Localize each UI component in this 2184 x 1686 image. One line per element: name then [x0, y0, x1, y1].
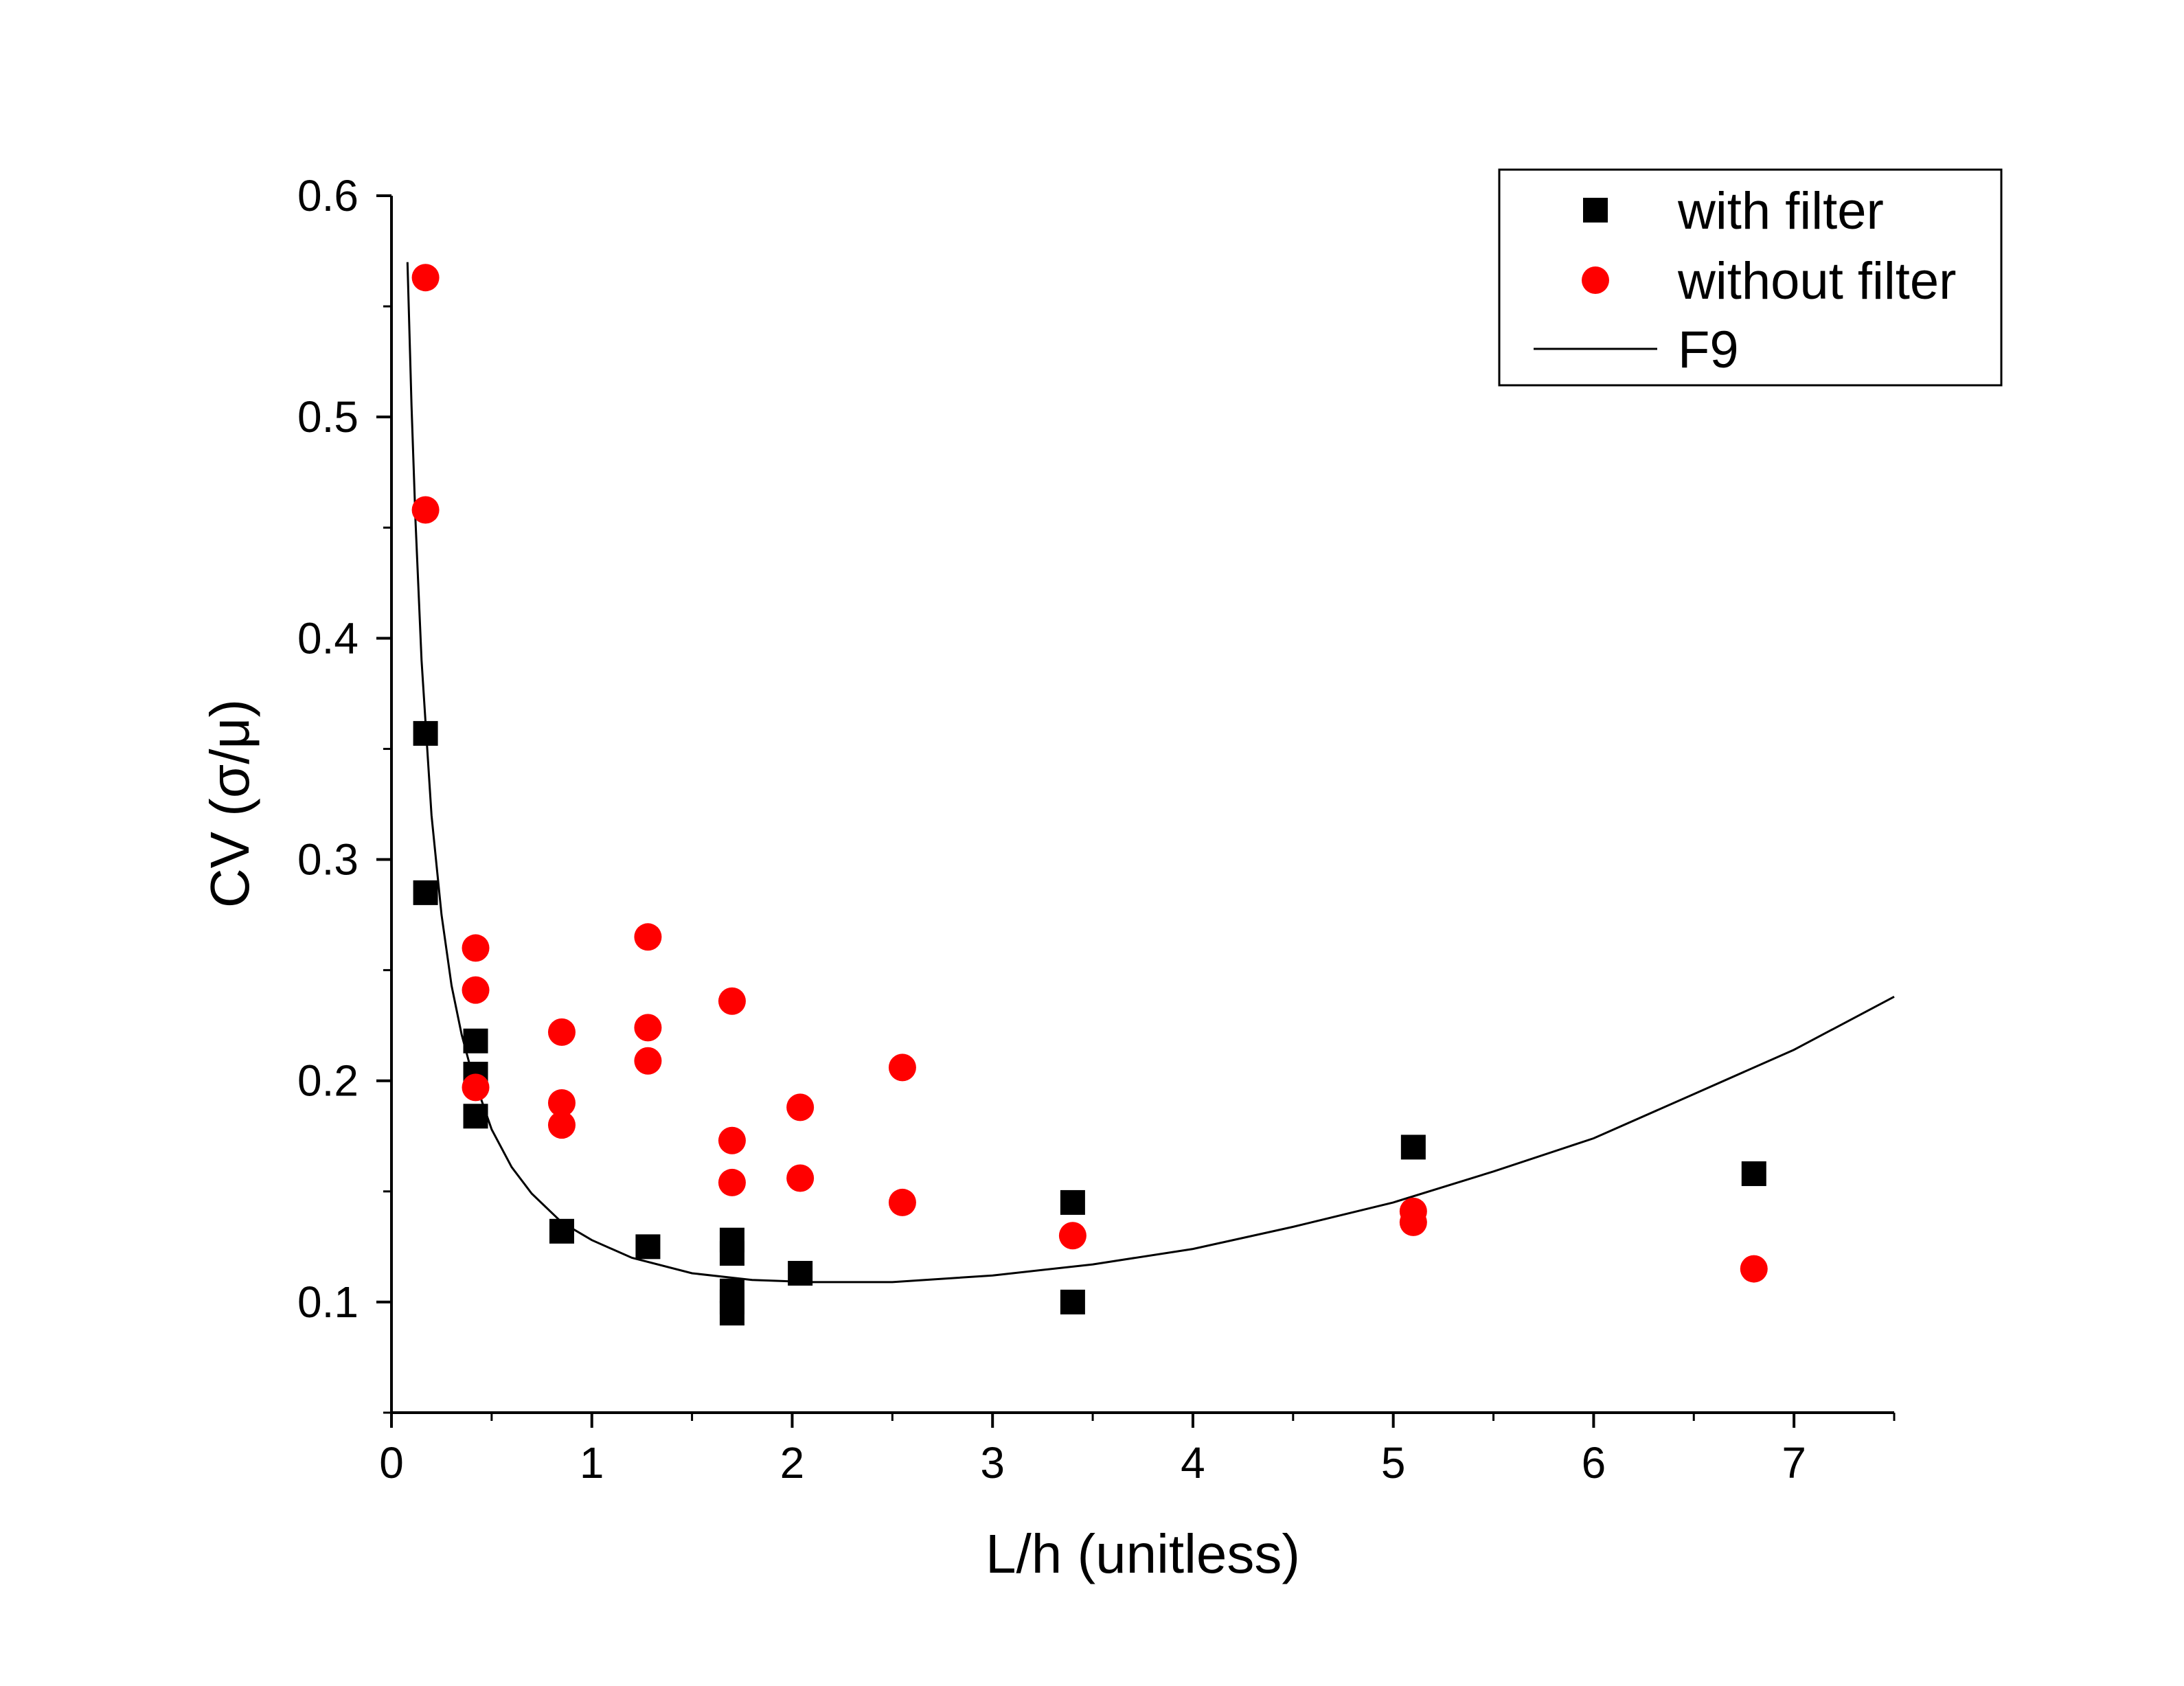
y-tick-label: 0.5: [297, 392, 359, 442]
data-point-without-filter: [634, 1014, 662, 1042]
x-tick-label: 5: [1381, 1438, 1406, 1488]
x-axis-title: L/h (unitless): [986, 1523, 1300, 1584]
data-point-with-filter: [1400, 1135, 1426, 1160]
x-tick-label: 6: [1582, 1438, 1606, 1488]
data-point-without-filter: [888, 1188, 916, 1216]
data-point-without-filter: [718, 1168, 746, 1196]
x-tick-label: 7: [1782, 1438, 1806, 1488]
data-point-without-filter: [547, 1111, 576, 1139]
data-point-without-filter: [462, 1073, 490, 1102]
x-tick-label: 4: [1181, 1438, 1205, 1488]
data-point-without-filter: [888, 1053, 916, 1082]
y-tick-label: 0.3: [297, 835, 359, 885]
data-point-with-filter: [788, 1261, 813, 1286]
y-axis-title: CV (σ/μ): [199, 699, 260, 908]
data-point-without-filter: [547, 1018, 576, 1046]
data-point-without-filter: [411, 264, 440, 292]
data-point-without-filter: [634, 1047, 662, 1075]
data-point-without-filter: [786, 1093, 815, 1121]
y-tick-label: 0.1: [297, 1277, 359, 1327]
data-point-without-filter: [411, 496, 440, 524]
data-point-without-filter: [1740, 1255, 1768, 1283]
x-tick-label: 1: [580, 1438, 604, 1488]
data-point-without-filter: [718, 1126, 746, 1154]
legend-marker-with-filter: [1583, 198, 1608, 223]
y-tick-label: 0.2: [297, 1056, 359, 1106]
data-point-with-filter: [413, 720, 438, 746]
data-point-without-filter: [634, 923, 662, 951]
data-point-without-filter: [1058, 1222, 1087, 1250]
x-tick-label: 3: [980, 1438, 1005, 1488]
legend-label: with filter: [1677, 182, 1884, 240]
legend-label: F9: [1678, 321, 1739, 379]
data-point-without-filter: [462, 976, 490, 1004]
legend-marker-without-filter: [1582, 266, 1609, 294]
y-tick-label: 0.6: [297, 171, 359, 220]
data-point-without-filter: [786, 1164, 815, 1192]
plot-area: [406, 262, 1895, 1326]
data-point-with-filter: [549, 1218, 574, 1244]
x-tick-label: 0: [379, 1438, 404, 1488]
legend: with filter without filter F9: [1498, 168, 2003, 387]
data-point-with-filter: [463, 1104, 488, 1129]
data-point-with-filter: [635, 1234, 661, 1260]
fit-line-f9: [406, 262, 1895, 1284]
data-point-with-filter: [1060, 1289, 1085, 1314]
data-point-without-filter: [547, 1089, 576, 1117]
data-point-with-filter: [413, 880, 438, 905]
data-point-without-filter: [1399, 1208, 1427, 1236]
data-point-with-filter: [1060, 1189, 1085, 1215]
x-tick-label: 2: [780, 1438, 805, 1488]
data-point-without-filter: [718, 987, 746, 1015]
data-point-with-filter: [719, 1301, 744, 1326]
legend-label: without filter: [1677, 252, 1957, 310]
axes: 0 1 2 3 4 5 6 7 0.1 0.2 0.3 0.4 0.5 0.6: [297, 171, 1896, 1488]
data-point-with-filter: [1741, 1161, 1766, 1187]
data-point-without-filter: [462, 934, 490, 962]
data-point-with-filter: [463, 1028, 488, 1053]
y-tick-label: 0.4: [297, 613, 359, 663]
data-point-with-filter: [719, 1241, 744, 1266]
